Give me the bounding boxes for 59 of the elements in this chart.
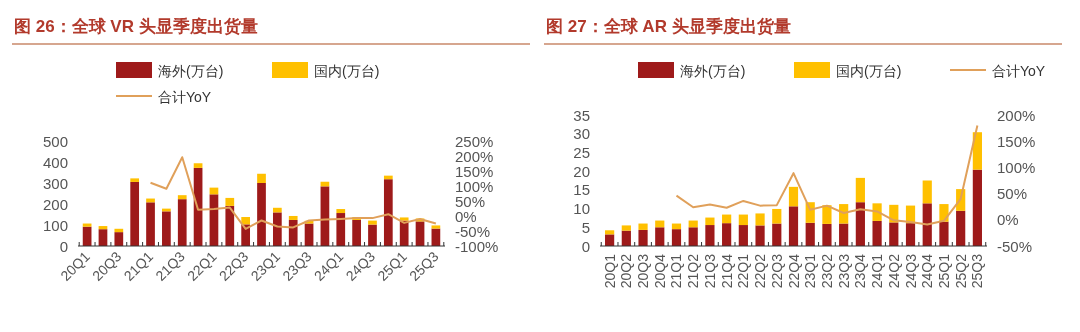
y2-tick-label: 200%	[455, 147, 494, 165]
y-tick-label: 0	[59, 237, 68, 255]
y-tick-label: 500	[42, 132, 68, 150]
y2-tick-label: 200%	[997, 106, 1036, 124]
legend-label: 海外(万台)	[158, 63, 224, 79]
x-tick-label: 20Q3	[635, 253, 652, 289]
x-tick-label: 22Q4	[785, 253, 802, 289]
y-tick-label: 15	[573, 181, 590, 199]
y2-tick-label: -50%	[997, 237, 1033, 255]
legend-label: 国内(万台)	[836, 63, 902, 79]
y-tick-label: 5	[581, 218, 590, 236]
x-tick-label: 22Q1	[735, 253, 752, 289]
y2-tick-label: -100%	[455, 237, 499, 255]
y2-tick-label: 100%	[997, 158, 1036, 176]
y-tick-label: 300	[42, 174, 68, 192]
legend-label: 合计YoY	[158, 89, 212, 105]
chart-title: 图 27：全球 AR 头显季度出货量	[546, 17, 791, 36]
x-tick-label: 21Q4	[718, 253, 735, 289]
legend-label: 海外(万台)	[680, 63, 746, 79]
y2-tick-label: 50%	[997, 185, 1028, 203]
x-tick-label: 24Q4	[919, 253, 936, 289]
y2-tick-label: 0%	[997, 211, 1019, 229]
x-tick-label: 25Q2	[952, 253, 969, 289]
y2-tick-label: 0%	[455, 207, 477, 225]
legend-label: 合计YoY	[992, 63, 1046, 79]
y2-tick-label: 100%	[455, 177, 494, 195]
y2-tick-label: 150%	[455, 162, 494, 180]
x-tick-label: 24Q1	[869, 253, 886, 289]
y2-tick-label: 50%	[455, 192, 486, 210]
x-tick-label: 20Q4	[651, 253, 668, 289]
y-tick-label: 35	[573, 106, 590, 124]
x-tick-label: 25Q1	[935, 253, 952, 289]
y-tick-label: 20	[573, 162, 590, 180]
x-tick-label: 21Q1	[668, 253, 685, 289]
x-tick-label: 21Q3	[701, 253, 718, 289]
x-tick-label: 21Q2	[685, 253, 702, 289]
legend-label: 国内(万台)	[314, 63, 380, 79]
y-tick-label: 400	[42, 153, 68, 171]
y-tick-label: 10	[573, 200, 590, 218]
y-tick-label: 100	[42, 216, 68, 234]
x-tick-label: 23Q3	[835, 253, 852, 289]
x-tick-label: 20Q1	[601, 253, 618, 289]
x-tick-label: 23Q4	[852, 253, 869, 289]
y-tick-label: 0	[581, 237, 590, 255]
y-tick-label: 30	[573, 125, 590, 143]
y2-tick-label: 250%	[455, 132, 494, 150]
x-tick-label: 22Q3	[768, 253, 785, 289]
y2-tick-label: -50%	[455, 222, 491, 240]
x-tick-label: 24Q2	[885, 253, 902, 289]
y-tick-label: 25	[573, 143, 590, 161]
x-tick-label: 23Q2	[818, 253, 835, 289]
y2-tick-label: 150%	[997, 132, 1036, 150]
x-tick-label: 20Q2	[618, 253, 635, 289]
x-tick-label: 25Q3	[969, 253, 986, 289]
x-tick-label: 24Q3	[902, 253, 919, 289]
x-tick-label: 22Q2	[752, 253, 769, 289]
x-tick-label: 23Q1	[802, 253, 819, 289]
chart-title: 图 26：全球 VR 头显季度出货量	[14, 17, 258, 36]
y-tick-label: 200	[42, 195, 68, 213]
